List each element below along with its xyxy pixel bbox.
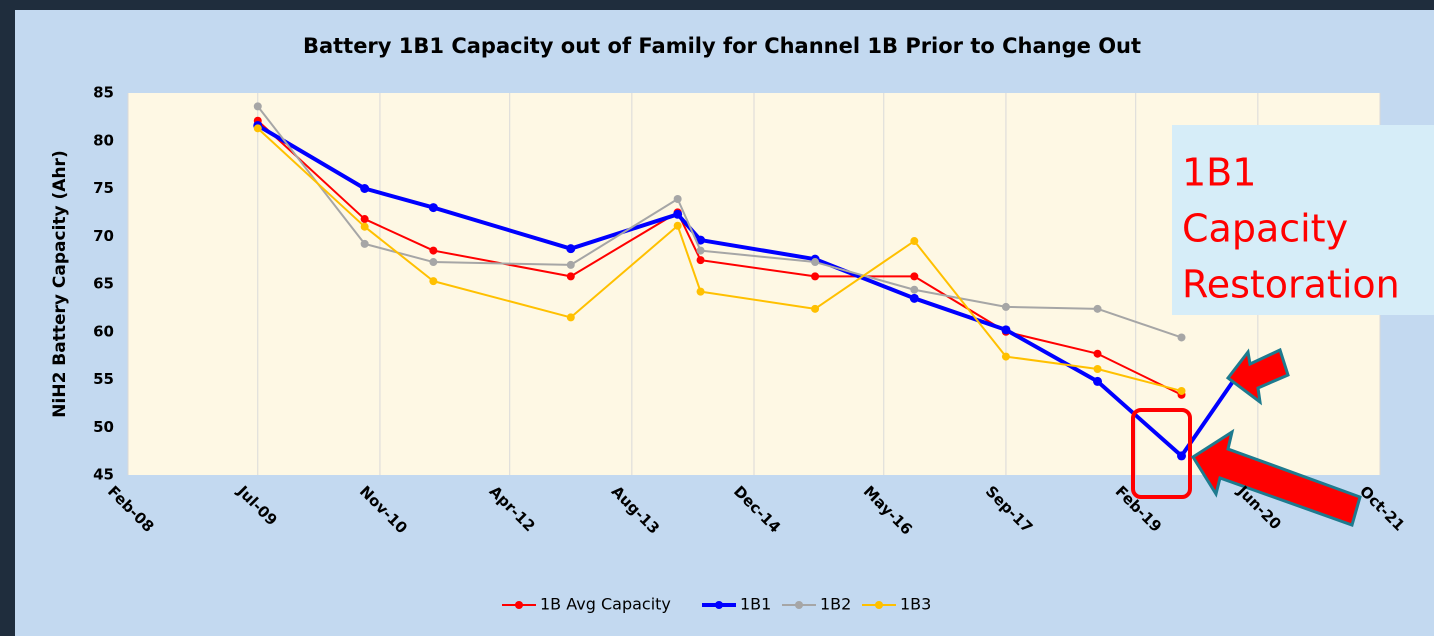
legend-label: 1B3 xyxy=(900,595,931,614)
y-tick-label: 85 xyxy=(93,84,114,102)
annotation-box xyxy=(1172,125,1434,315)
marker xyxy=(360,184,370,193)
y-tick-label: 70 xyxy=(93,227,114,245)
marker xyxy=(673,221,682,230)
marker xyxy=(696,287,705,296)
y-tick-label: 60 xyxy=(93,322,114,340)
marker xyxy=(811,258,820,267)
marker xyxy=(910,272,919,281)
legend-swatch xyxy=(875,601,883,609)
marker xyxy=(360,222,369,231)
marker xyxy=(1093,349,1102,358)
marker xyxy=(1001,302,1010,311)
marker xyxy=(429,258,438,267)
marker xyxy=(1177,451,1187,461)
marker xyxy=(428,203,438,213)
marker xyxy=(566,272,575,281)
marker xyxy=(1177,333,1186,342)
marker xyxy=(360,239,369,248)
highlight-box xyxy=(1131,408,1192,499)
series-line xyxy=(256,123,1237,458)
y-tick-label: 75 xyxy=(93,179,114,197)
marker xyxy=(566,260,575,269)
annotation: Restoration xyxy=(1182,263,1400,307)
arrow xyxy=(1225,347,1290,406)
y-tick-label: 55 xyxy=(93,370,114,388)
marker xyxy=(696,246,705,255)
y-tick-label: 65 xyxy=(93,275,114,293)
arrow xyxy=(1190,428,1362,527)
marker xyxy=(566,313,575,322)
marker xyxy=(910,237,919,246)
y-tick-label: 45 xyxy=(93,466,114,484)
y-tick-label: 50 xyxy=(93,418,114,436)
marker xyxy=(360,215,369,224)
marker xyxy=(429,246,438,255)
marker xyxy=(1177,386,1186,395)
lines xyxy=(253,102,1240,461)
marker xyxy=(673,209,683,219)
marker xyxy=(253,124,262,133)
marker xyxy=(1093,364,1102,373)
chart-title: Battery 1B1 Capacity out of Family for C… xyxy=(303,34,1141,58)
marker xyxy=(1001,325,1011,335)
marker xyxy=(910,285,919,294)
marker xyxy=(1093,304,1102,313)
marker xyxy=(811,304,820,313)
marker xyxy=(811,272,820,281)
marker xyxy=(253,102,262,111)
marker xyxy=(673,195,682,204)
marker xyxy=(696,256,705,265)
annotation: 1B1 xyxy=(1182,151,1256,195)
marker xyxy=(1001,352,1010,361)
y-tick-label: 80 xyxy=(93,131,114,149)
annotation: Capacity xyxy=(1182,207,1348,251)
legend-swatch xyxy=(515,601,523,609)
marker xyxy=(566,244,576,254)
legend-swatch xyxy=(715,601,723,609)
marker xyxy=(696,235,706,245)
legend-swatch xyxy=(795,601,803,609)
legend-label: 1B1 xyxy=(740,595,771,614)
legend-label: 1B2 xyxy=(820,595,851,614)
marker xyxy=(429,277,438,286)
legend-label: 1B Avg Capacity xyxy=(540,595,671,614)
legend: 1B Avg Capacity 1B1 1B2 1B3 xyxy=(502,595,931,614)
marker xyxy=(1093,376,1103,386)
marker xyxy=(909,293,919,303)
y-axis-title: NiH2 Battery Capacity (Ahr) xyxy=(50,150,70,417)
